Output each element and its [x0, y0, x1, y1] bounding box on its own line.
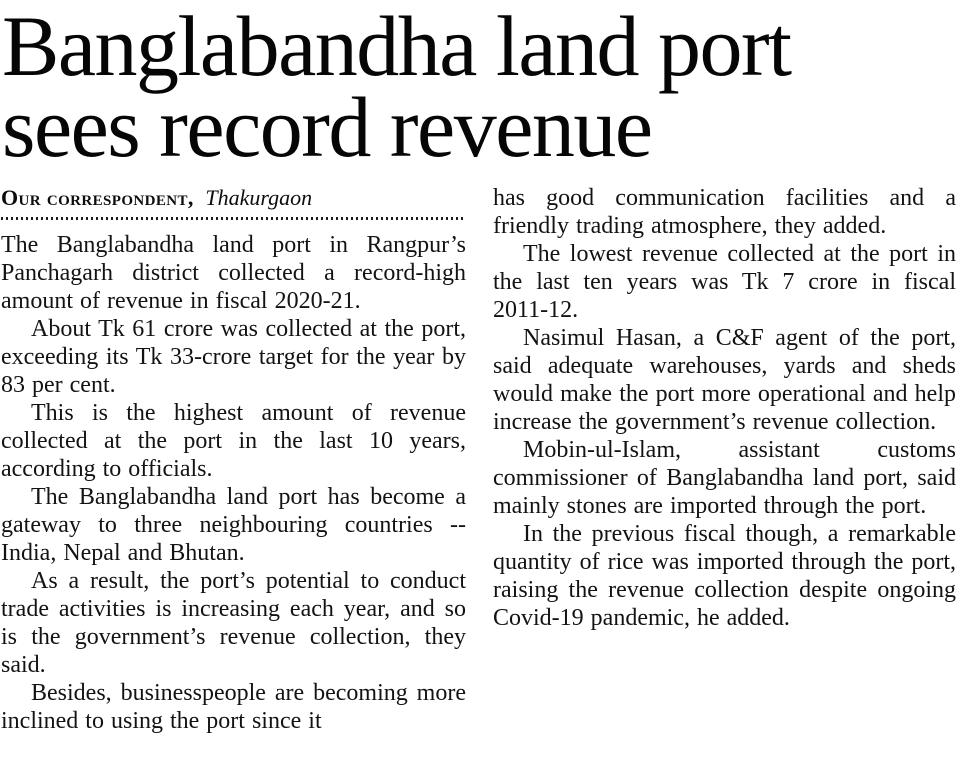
byline: Our correspondent, Thakurgaon — [1, 184, 466, 212]
byline-location: Thakurgaon — [205, 184, 313, 210]
headline-line-2: sees record revenue — [2, 78, 653, 175]
paragraph-right-3: Nasimul Hasan, a C&F agent of the port, … — [493, 324, 956, 435]
dotted-separator — [1, 216, 466, 220]
paragraph-right-5: In the previous fiscal though, a remarka… — [493, 520, 956, 631]
paragraph-left-3: This is the highest amount of revenue co… — [1, 399, 466, 482]
byline-author: Our correspondent, — [1, 184, 194, 210]
article-body: Our correspondent, Thakurgaon The Bangla… — [0, 184, 957, 735]
right-column: has good communication facilities and a … — [493, 184, 956, 735]
paragraph-left-1: The Banglabandha land port in Rangpur’s … — [1, 231, 466, 314]
paragraph-left-5: As a result, the port’s potential to con… — [1, 567, 466, 678]
paragraph-right-1: has good communication facilities and a … — [493, 184, 956, 239]
paragraph-left-6: Besides, businesspeople are becoming mor… — [1, 679, 466, 734]
paragraph-left-4: The Banglabandha land port has become a … — [1, 483, 466, 566]
headline-line-1: Banglabandha land port — [2, 0, 792, 94]
article-headline: Banglabandha land port sees record reven… — [0, 0, 957, 175]
paragraph-left-2: About Tk 61 crore was collected at the p… — [1, 315, 466, 398]
paragraph-right-4: Mobin-ul-Islam, assistant customs commis… — [493, 436, 956, 519]
paragraph-right-2: The lowest revenue collected at the port… — [493, 240, 956, 323]
left-column: Our correspondent, Thakurgaon The Bangla… — [1, 184, 466, 735]
